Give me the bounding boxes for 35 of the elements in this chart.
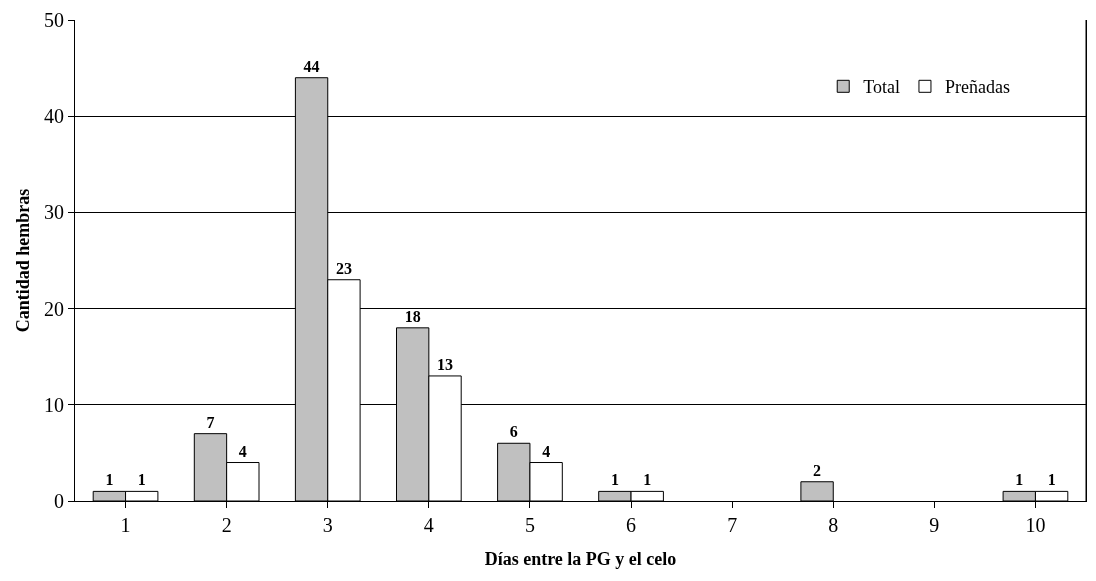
data-label: 4 <box>542 442 551 460</box>
y-tick-label: 30 <box>44 201 64 224</box>
y-tick-label: 50 <box>44 9 64 31</box>
y-tick-label: 10 <box>44 393 64 416</box>
data-label: 1 <box>1047 471 1056 489</box>
data-label: 1 <box>137 471 146 489</box>
x-tick-label: 2 <box>221 514 232 536</box>
data-label: 6 <box>509 423 518 441</box>
legend-label: Total <box>863 77 900 98</box>
data-label: 1 <box>610 471 619 489</box>
data-label: 23 <box>335 259 352 277</box>
x-tick-label: 9 <box>929 514 940 536</box>
x-tick-label: 6 <box>626 514 637 536</box>
y-tick-label: 40 <box>44 105 64 128</box>
x-tick-label: 3 <box>322 514 333 536</box>
y-tick-label: 0 <box>54 490 64 512</box>
x-axis-title: Días entre la PG y el celo <box>484 549 677 569</box>
data-label: 2 <box>813 461 822 479</box>
x-tick-label: 4 <box>423 514 434 536</box>
x-tick-label: 8 <box>828 514 839 536</box>
data-label: 18 <box>404 307 421 325</box>
x-tick-label: 7 <box>727 514 738 536</box>
y-tick-label: 20 <box>44 297 64 320</box>
data-label: 13 <box>437 355 454 373</box>
data-label: 7 <box>206 413 215 431</box>
x-tick-label: 5 <box>524 514 535 536</box>
data-label: 1 <box>105 471 114 489</box>
data-label: 1 <box>1015 471 1024 489</box>
data-label: 1 <box>643 471 652 489</box>
data-label: 4 <box>238 442 247 460</box>
x-tick-label: 10 <box>1025 514 1046 536</box>
data-label: 44 <box>303 57 320 75</box>
x-tick-label: 1 <box>120 514 131 536</box>
legend-label: Preñadas <box>944 77 1010 98</box>
y-axis-title: Cantidad hembras <box>13 188 33 333</box>
